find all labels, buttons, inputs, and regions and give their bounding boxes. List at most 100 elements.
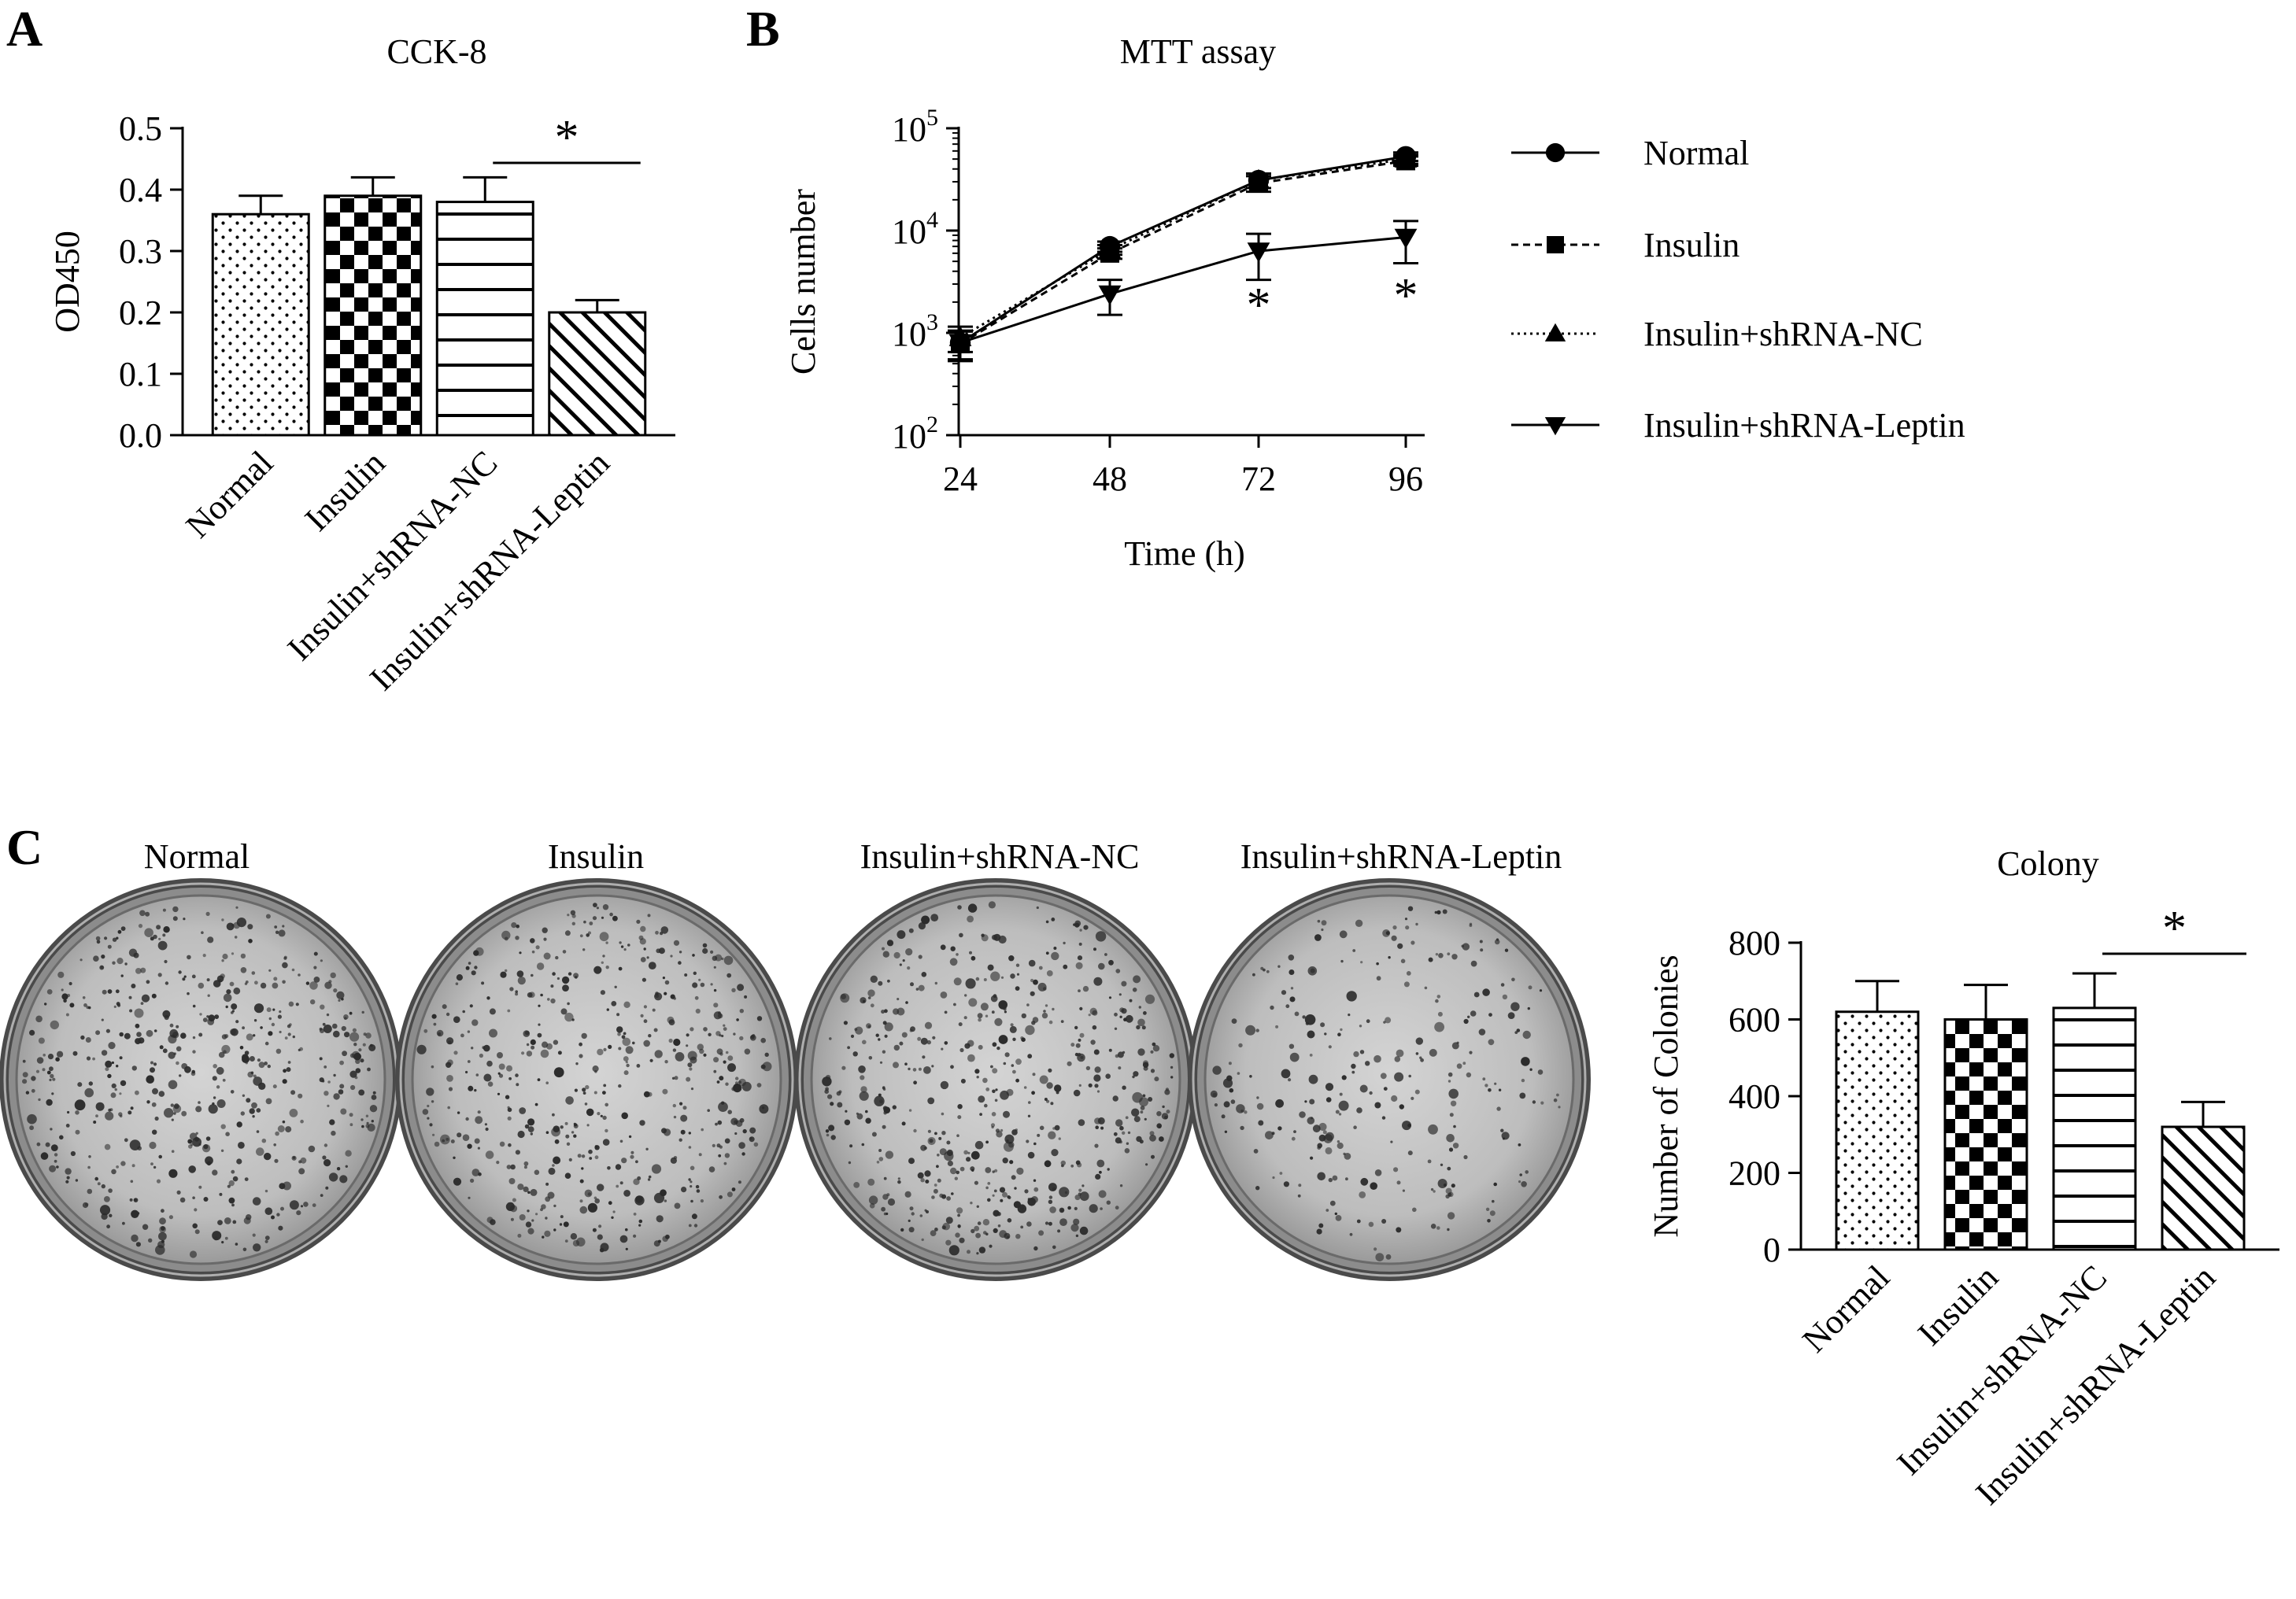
colony-dot <box>964 994 967 997</box>
colony-dot <box>956 1207 963 1214</box>
colony-dot <box>690 1088 694 1091</box>
colony-dot <box>919 1214 923 1217</box>
colony-dot <box>235 1243 238 1246</box>
colony-dot <box>70 1150 76 1157</box>
colony-dot <box>621 1112 628 1120</box>
colony-dot <box>320 1194 324 1197</box>
colony-dot <box>884 1009 888 1014</box>
colony-dot <box>874 1095 885 1106</box>
colony-dot <box>1402 1121 1411 1131</box>
dish-rim-highlight <box>399 882 794 1277</box>
colony-dot <box>878 980 883 986</box>
colony-dot <box>195 1106 202 1113</box>
colony-dot <box>618 1047 622 1051</box>
colony-dot <box>169 1028 179 1038</box>
colony-dot <box>531 1219 534 1222</box>
colony-dot <box>162 933 166 937</box>
colony-dot <box>370 1043 373 1047</box>
colony-dot <box>1097 1117 1105 1124</box>
colony-dot <box>239 1046 244 1050</box>
colony-dot <box>1119 1125 1124 1131</box>
colony-dot <box>365 1032 372 1039</box>
colony-dot <box>735 1081 738 1085</box>
colony-dot <box>216 975 224 983</box>
colony-dot <box>246 1098 251 1103</box>
colony-dot <box>1085 1065 1091 1071</box>
colony-dot <box>609 912 613 917</box>
colony-dot <box>365 1124 370 1128</box>
data-point <box>1547 236 1564 253</box>
colony-dot <box>423 1028 428 1033</box>
colony-dot <box>88 1081 94 1086</box>
colony-dot <box>282 980 286 984</box>
colony-dot <box>1307 1030 1315 1039</box>
colony-dot <box>761 1106 765 1110</box>
colony-dot <box>446 1075 453 1082</box>
colony-dot <box>621 1158 627 1164</box>
colony-plates: Normal Insulin Insulin+shRNA-NC Insulin+shR… <box>0 837 1591 1281</box>
colony-dot <box>1078 1119 1085 1126</box>
colony-dot <box>673 940 680 946</box>
colony-dot <box>1304 1100 1307 1103</box>
colony-dot <box>840 993 850 1003</box>
colony-dot <box>1149 1134 1156 1142</box>
colony-dot <box>534 1102 538 1106</box>
colony-dot <box>115 989 120 994</box>
colony-dot <box>712 1143 715 1147</box>
colony-dot <box>1057 1229 1061 1233</box>
colony-dot <box>830 1102 834 1106</box>
colony-dot <box>104 936 108 940</box>
colony-dot <box>282 1079 287 1084</box>
colony-dot <box>908 1109 912 1112</box>
colony-dot <box>531 1045 535 1050</box>
colony-dot <box>1309 1099 1315 1105</box>
colony-dot <box>47 1054 54 1060</box>
significance-star: * <box>1394 269 1418 323</box>
colony-dot <box>550 984 554 988</box>
colony-dot <box>992 1042 997 1047</box>
colony-dot <box>1415 922 1418 926</box>
colony-dot <box>49 1066 54 1072</box>
colony-dot <box>264 1235 270 1240</box>
colony-dot <box>639 1120 645 1126</box>
colony-dot <box>985 1186 989 1190</box>
colony-dot <box>207 1018 215 1025</box>
colony-dot <box>692 954 695 957</box>
colony-dot <box>300 1205 304 1208</box>
colony-dot <box>1297 1194 1301 1198</box>
x-axis-label: Time (h) <box>1124 534 1245 573</box>
colony-dot <box>1127 1131 1131 1135</box>
colony-dot <box>153 1165 157 1169</box>
colony-dot <box>974 1140 984 1150</box>
colony-dot <box>295 1003 299 1006</box>
colony-dot <box>585 1084 590 1090</box>
colony-dot <box>584 1102 588 1106</box>
colony-dot <box>1099 1170 1102 1174</box>
colony-dot <box>416 1044 427 1054</box>
colony-dot <box>1078 1084 1081 1087</box>
colony-dot <box>1316 1228 1322 1235</box>
colony-dot <box>27 1113 37 1124</box>
colony-dot <box>1488 1088 1492 1092</box>
colony-dot <box>1122 1131 1126 1136</box>
colony-dot <box>910 982 914 987</box>
colony-dot <box>1480 948 1484 952</box>
colony-dot <box>611 1001 617 1006</box>
colony-dot <box>868 1195 878 1205</box>
colony-dot <box>1272 1176 1275 1180</box>
colony-dot <box>468 962 471 965</box>
colony-dot <box>508 1076 512 1080</box>
colony-dot <box>474 966 478 969</box>
colony-dot <box>325 1186 329 1190</box>
colony-dot <box>654 1050 663 1058</box>
colony-dot <box>627 944 630 947</box>
colony-dot <box>232 1176 238 1182</box>
colony-dot <box>1070 1224 1079 1232</box>
colony-dot <box>268 1031 273 1036</box>
colony-dot <box>467 1060 471 1063</box>
colony-dot <box>456 974 464 981</box>
colony-dot <box>621 1035 626 1040</box>
colony-dot <box>1078 989 1081 992</box>
colony-dot <box>663 1128 671 1136</box>
colony-dot <box>298 1093 303 1099</box>
